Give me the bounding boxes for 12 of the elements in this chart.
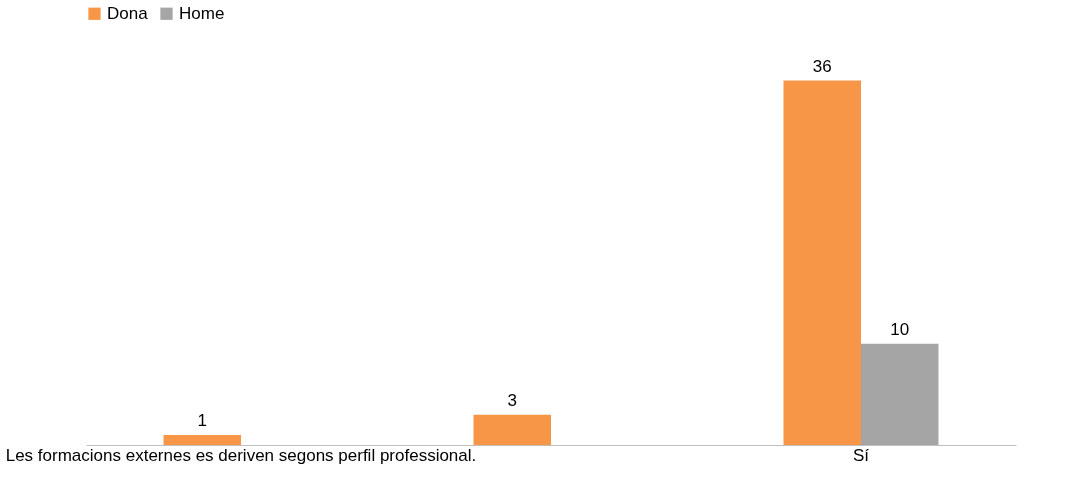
bar [861,343,939,445]
data-label: 36 [812,56,832,76]
data-label: 1 [197,410,207,430]
x-tick-label: Les formacions externes es deriven segons perfil professional. [5,445,477,465]
legend-label: Dona [107,3,149,23]
bar [473,414,551,445]
x-tick-label: Sí [852,445,870,465]
data-label: 3 [507,390,517,410]
legend-label: Home [179,3,225,23]
bar [783,80,861,445]
data-label: 10 [890,319,910,339]
bar [163,434,241,445]
